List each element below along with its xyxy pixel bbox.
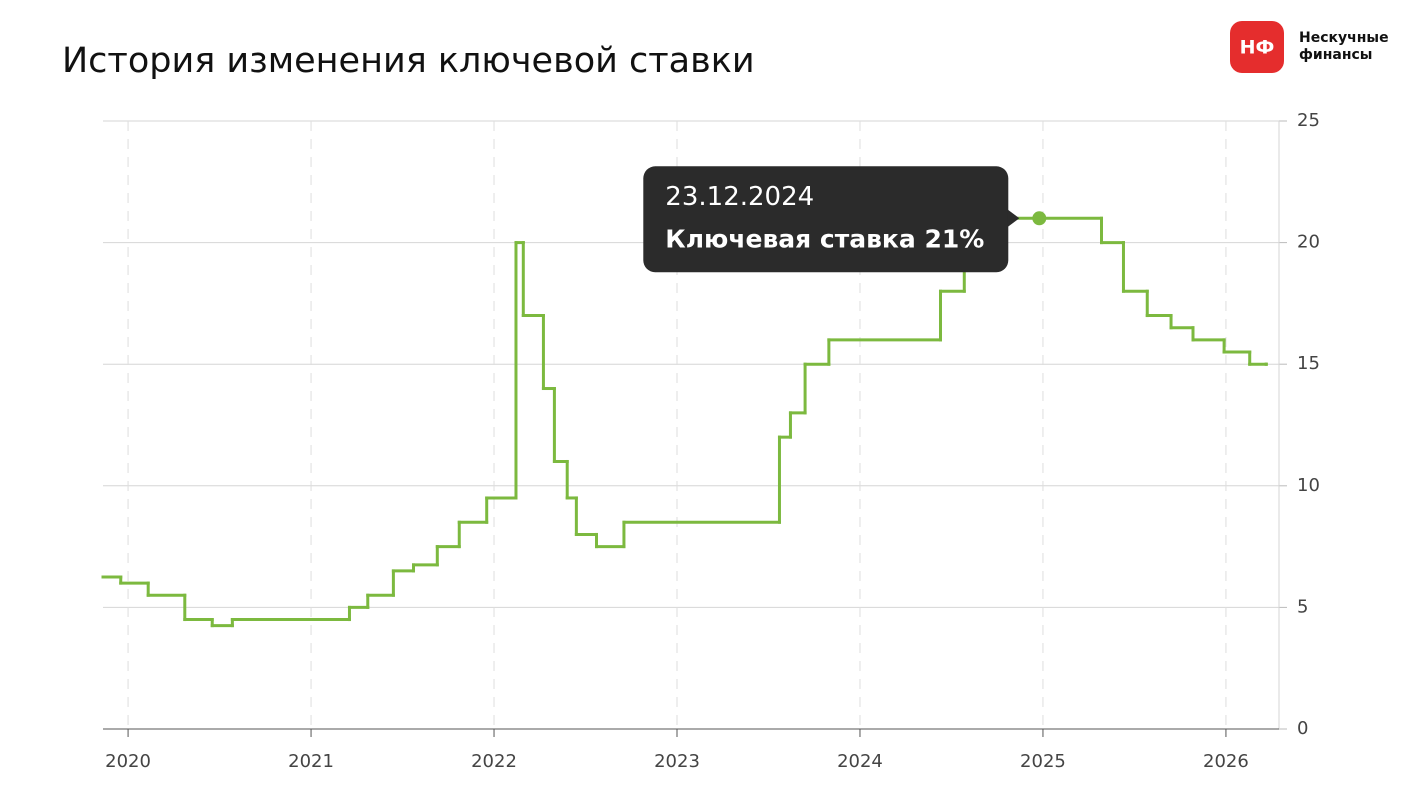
tooltip-label: Ключевая ставка 21% [665,224,984,253]
x-tick-label: 2021 [288,751,334,772]
x-tick-label: 2020 [105,751,151,772]
tooltip-box [643,166,1009,273]
brand-name: финансы [1299,47,1372,63]
y-tick-label: 10 [1297,475,1320,496]
brand-name: Нескучные [1299,30,1389,46]
x-tick-label: 2023 [654,751,700,772]
x-tick-label: 2024 [837,751,883,772]
x-tick-label: 2022 [471,751,517,772]
highlight-point [1032,211,1047,226]
y-tick-label: 0 [1297,718,1308,739]
y-tick-label: 5 [1297,596,1308,617]
logo-badge [1230,21,1284,73]
logo-text: НФ [1240,37,1275,59]
tooltip-arrow [1007,209,1020,228]
tooltip-date: 23.12.2024 [665,182,814,212]
x-tick-label: 2026 [1203,751,1249,772]
y-tick-label: 25 [1297,110,1320,131]
x-tick-label: 2025 [1020,751,1066,772]
step-line [101,216,1268,628]
y-tick-label: 15 [1297,353,1320,374]
y-tick-label: 20 [1297,232,1320,253]
chart-title: История изменения ключевой ставки [62,41,755,81]
